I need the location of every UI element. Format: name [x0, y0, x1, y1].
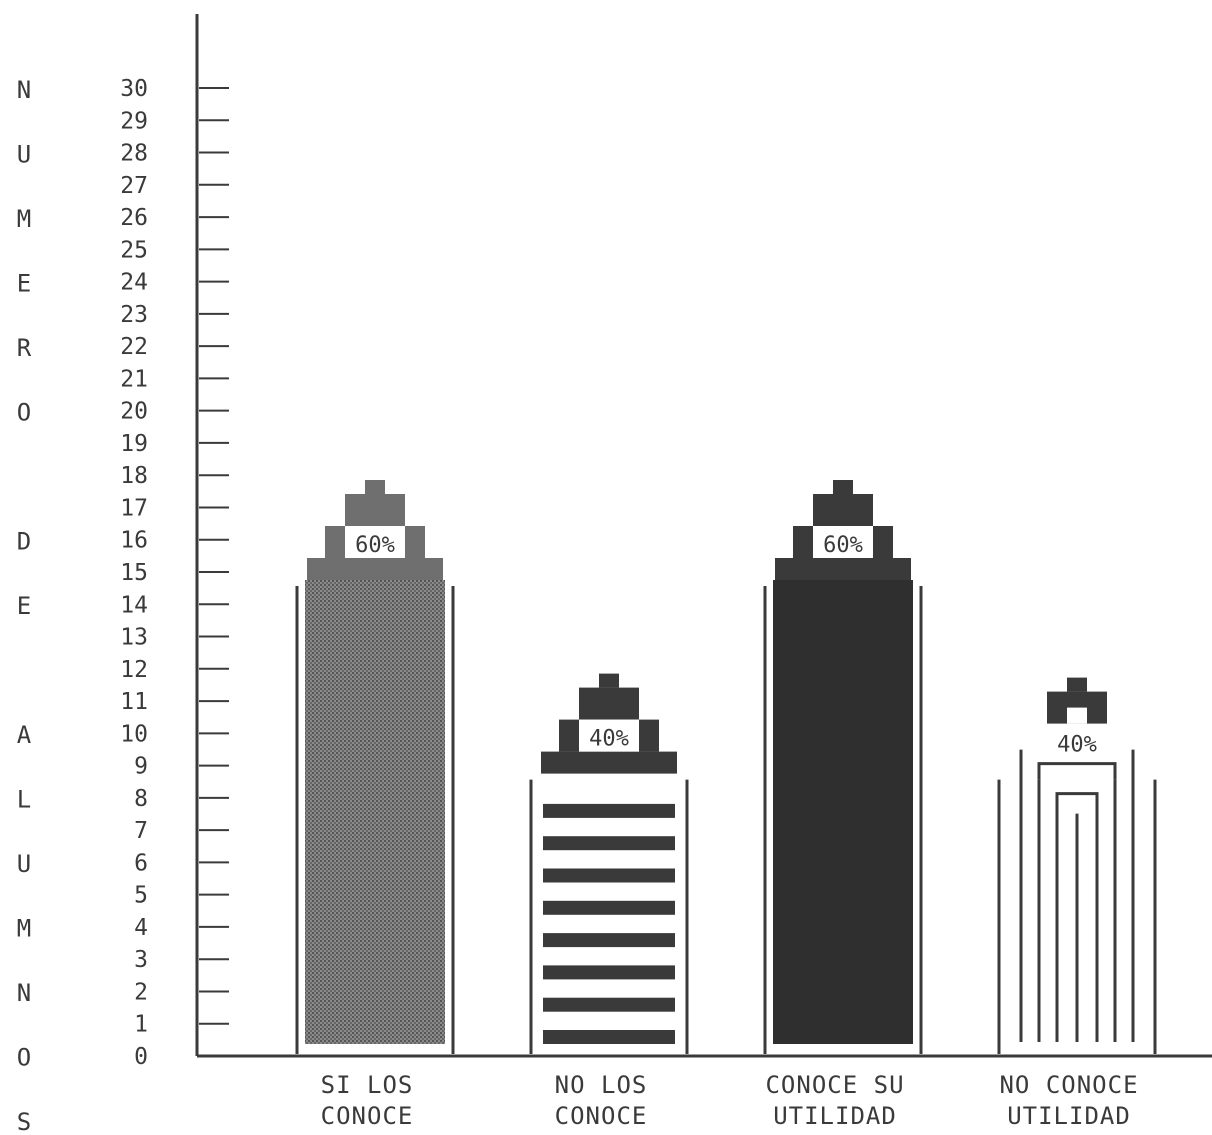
y-tick-label: 13 — [120, 625, 148, 651]
y-tick-label: 19 — [120, 431, 148, 457]
x-category-label-line2: CONOCE — [555, 1102, 648, 1130]
y-tick-label: 4 — [134, 915, 148, 941]
y-tick-label: 17 — [120, 495, 148, 521]
bar-cap-window — [813, 526, 873, 558]
y-tick-label: 15 — [120, 560, 148, 586]
y-tick-label: 21 — [120, 366, 148, 392]
bar-cap-step — [345, 494, 405, 526]
bar-cap-band — [775, 558, 911, 580]
y-tick-label: 28 — [120, 141, 148, 167]
bar-cap-no-los-conoce — [541, 673, 677, 774]
bar-cap-band — [541, 751, 677, 774]
y-tick-label: 25 — [120, 237, 148, 263]
bar-cap-step — [813, 494, 873, 526]
bar-cap-step — [873, 526, 893, 558]
x-category-label-line2: UTILIDAD — [773, 1102, 897, 1130]
bar-cap-step — [325, 526, 345, 558]
bar-cap-conoce-su-utilidad — [775, 480, 911, 580]
bar-si-los-conoce — [305, 580, 445, 1044]
bar-data-label: 40% — [589, 727, 629, 752]
bar-cap-top — [365, 480, 385, 494]
bar-stripe — [543, 900, 675, 915]
y-tick-label: 9 — [134, 754, 148, 780]
y-tick-label: 10 — [120, 721, 148, 747]
bar-cap-si-los-conoce — [307, 480, 443, 580]
bar-conoce-su-utilidad — [773, 580, 913, 1044]
bar-stripe — [543, 933, 675, 948]
x-category-label-line2: CONOCE — [321, 1102, 414, 1130]
x-category-label-line1: NO LOS — [555, 1071, 648, 1099]
y-tick-label: 8 — [134, 786, 148, 812]
bar-cap-band — [307, 558, 443, 580]
y-tick-label: 12 — [120, 657, 148, 683]
bar-cap-step — [559, 719, 579, 752]
x-category-label-line2: UTILIDAD — [1007, 1102, 1131, 1130]
y-tick-label: 23 — [120, 302, 148, 328]
bar-arch — [1055, 792, 1099, 1042]
y-tick-label: 6 — [134, 850, 148, 876]
y-tick-label: 5 — [134, 883, 148, 909]
bar-data-label: 40% — [1057, 733, 1097, 758]
bar-stripe — [543, 803, 675, 818]
y-tick-label: 11 — [120, 689, 148, 715]
bar-arch — [1037, 762, 1117, 780]
x-category-label-line1: SI LOS — [321, 1071, 414, 1099]
bar-stripe — [543, 997, 675, 1012]
y-tick-label: 14 — [120, 592, 148, 618]
y-tick-label: 1 — [134, 1012, 148, 1038]
y-tick-label: 16 — [120, 528, 148, 554]
y-tick-label: 24 — [120, 270, 148, 296]
bar-stripe — [543, 965, 675, 980]
bar-data-label: 60% — [355, 533, 395, 558]
x-category-label-line1: CONOCE SU — [765, 1071, 904, 1099]
y-tick-label: 7 — [134, 818, 148, 844]
y-tick-label: 22 — [120, 334, 148, 360]
bar-cap-window — [1067, 707, 1087, 724]
y-tick-label: 0 — [134, 1044, 148, 1070]
bar-cap-window — [345, 526, 405, 558]
bar-cap-top — [599, 673, 619, 688]
y-tick-label: 29 — [120, 108, 148, 134]
bar-cap-step — [793, 526, 813, 558]
bar-data-label: 60% — [823, 533, 863, 558]
bar-cap-step — [405, 526, 425, 558]
y-tick-label: 20 — [120, 399, 148, 425]
bar-cap-top — [833, 480, 853, 494]
y-tick-label: 27 — [120, 173, 148, 199]
bar-cap-window — [579, 719, 639, 752]
y-tick-label: 3 — [134, 947, 148, 973]
y-tick-label: 30 — [120, 76, 148, 102]
bar-cap-top — [1067, 677, 1087, 692]
y-tick-label: 18 — [120, 463, 148, 489]
bar-no-conoce-utilidad — [1019, 677, 1135, 1042]
y-tick-label: 26 — [120, 205, 148, 231]
bar-cap-step — [579, 687, 639, 720]
bar-stripe — [543, 1030, 675, 1044]
bar-no-los-conoce — [539, 773, 679, 1044]
bar-cap-step — [639, 719, 659, 752]
bar-stripe — [543, 868, 675, 883]
y-tick-label: 2 — [134, 979, 148, 1005]
bar-stripe — [543, 836, 675, 851]
x-category-label-line1: NO CONOCE — [999, 1071, 1138, 1099]
